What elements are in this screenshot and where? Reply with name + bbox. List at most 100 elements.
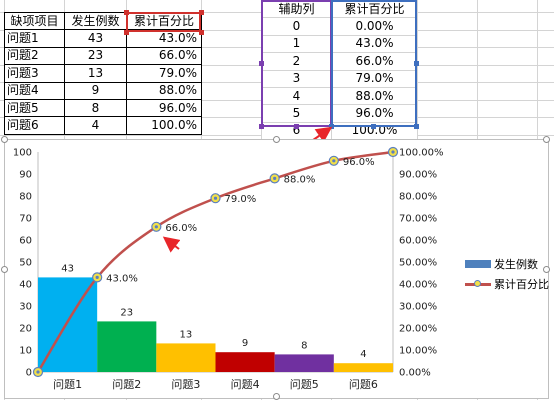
right-axis-ticks: 0.00% 10.00% 20.00% 30.00% 40.00% 50.00% 60.00… bbox=[399, 148, 444, 379]
cell-item[interactable]: 问题2 bbox=[4, 46, 65, 66]
selection-handle[interactable] bbox=[329, 124, 334, 129]
cell-cumulative[interactable]: 88.0% bbox=[331, 86, 418, 106]
legend-item-count[interactable]: 发生例数 bbox=[465, 254, 554, 274]
line-marker-center bbox=[154, 225, 158, 229]
right-axis-tick-label: 90.00% bbox=[399, 170, 437, 181]
line-value-label: 79.0% bbox=[225, 194, 257, 205]
cell-count[interactable]: 43 bbox=[64, 29, 127, 48]
line-value-label: 88.0% bbox=[284, 174, 316, 185]
chart-resize-handle[interactable] bbox=[543, 136, 550, 143]
cell-count[interactable]: 23 bbox=[64, 46, 127, 66]
cell-cumulative[interactable]: 0.00% bbox=[331, 17, 418, 36]
chart-resize-handle[interactable] bbox=[1, 136, 8, 143]
cell-aux[interactable]: 3 bbox=[261, 69, 332, 88]
cell-cumulative[interactable]: 66.0% bbox=[126, 46, 202, 66]
bar[interactable] bbox=[156, 343, 216, 372]
left-axis-ticks: 0 10 20 30 40 50 60 70 80 90 100 bbox=[13, 148, 32, 379]
cell-cumulative[interactable]: 100.0% bbox=[126, 116, 202, 135]
cell-cumulative[interactable]: 96.0% bbox=[331, 104, 418, 123]
cell-cumulative[interactable]: 79.0% bbox=[126, 64, 202, 83]
cell-aux[interactable]: 4 bbox=[261, 86, 332, 106]
selection-handle[interactable] bbox=[371, 124, 376, 129]
chart-legend[interactable]: 发生例数 累计百分比 bbox=[465, 254, 554, 294]
selection-handle[interactable] bbox=[199, 10, 204, 15]
table-row: 问题4 9 88.0% bbox=[4, 81, 202, 100]
right-axis-tick-label: 0.00% bbox=[399, 368, 431, 379]
cell-cumulative[interactable]: 43.0% bbox=[126, 29, 202, 48]
cell-count[interactable]: 9 bbox=[64, 81, 127, 100]
bar-value-label: 9 bbox=[242, 338, 248, 349]
right-axis-tick-label: 70.00% bbox=[399, 214, 437, 225]
selection-handle[interactable] bbox=[124, 30, 129, 35]
left-axis-tick-label: 0 bbox=[26, 368, 32, 379]
table-row: 问题3 13 79.0% bbox=[4, 64, 202, 83]
line-point bbox=[151, 221, 162, 232]
chart-resize-handle[interactable] bbox=[1, 266, 8, 273]
category-label: 问题5 bbox=[290, 378, 319, 391]
table-header-row: 缺项项目 发生例数 累计百分比 bbox=[4, 11, 202, 31]
bar-series[interactable] bbox=[38, 277, 393, 372]
data-table[interactable]: 缺项项目 发生例数 累计百分比 问题1 43 43.0% 问题2 23 66.0… bbox=[4, 11, 202, 135]
right-axis-tick-label: 80.00% bbox=[399, 192, 437, 203]
chart-resize-handle[interactable] bbox=[543, 266, 550, 273]
cell-aux[interactable]: 0 bbox=[261, 17, 332, 36]
line-point bbox=[210, 193, 221, 204]
selection-handle[interactable] bbox=[124, 10, 129, 15]
helper-table[interactable]: 辅助列 累计百分比 0 0.00% 1 43.0% 2 66.0% 3 79.0… bbox=[261, 0, 418, 141]
table-row: 1 43.0% bbox=[261, 34, 418, 54]
cell-item[interactable]: 问题1 bbox=[4, 29, 65, 48]
bar-value-label: 8 bbox=[301, 340, 307, 351]
cell-item[interactable]: 问题3 bbox=[4, 64, 65, 83]
selection-handle[interactable] bbox=[294, 124, 299, 129]
selection-handle[interactable] bbox=[259, 61, 264, 66]
bar-value-label: 23 bbox=[120, 307, 133, 318]
cell-aux[interactable]: 2 bbox=[261, 52, 332, 71]
header-cell-cumulative[interactable]: 累计百分比 bbox=[126, 11, 202, 31]
cell-aux[interactable]: 5 bbox=[261, 104, 332, 123]
combo-chart[interactable]: 0 10 20 30 40 50 60 70 80 90 100 0.00% 10.00% 20.00%… bbox=[1, 136, 550, 400]
cell-cumulative[interactable]: 79.0% bbox=[331, 69, 418, 88]
header-cell-count[interactable]: 发生例数 bbox=[64, 11, 127, 31]
selection-handle[interactable] bbox=[414, 124, 419, 129]
line-point bbox=[387, 146, 399, 158]
header-cell-cumulative[interactable]: 累计百分比 bbox=[331, 0, 418, 19]
right-axis-tick-label: 60.00% bbox=[399, 236, 437, 247]
category-label: 问题4 bbox=[231, 378, 260, 391]
line-marker-center bbox=[391, 150, 395, 154]
selection-handle[interactable] bbox=[414, 61, 419, 66]
cell-count[interactable]: 8 bbox=[64, 98, 127, 118]
cell-cumulative[interactable]: 96.0% bbox=[126, 98, 202, 118]
right-axis-tick-label: 10.00% bbox=[399, 346, 437, 357]
bar-value-label: 4 bbox=[360, 349, 366, 360]
left-axis-tick-label: 90 bbox=[19, 170, 32, 181]
cell-item[interactable]: 问题6 bbox=[4, 116, 65, 135]
selection-handle[interactable] bbox=[199, 30, 204, 35]
cell-count[interactable]: 13 bbox=[64, 64, 127, 83]
cell-count[interactable]: 4 bbox=[64, 116, 127, 135]
header-cell-aux[interactable]: 辅助列 bbox=[261, 0, 332, 19]
line-series[interactable] bbox=[32, 146, 399, 378]
cell-cumulative[interactable]: 43.0% bbox=[331, 34, 418, 54]
chart-plot[interactable]: 0 10 20 30 40 50 60 70 80 90 100 0.00% 10.00% 20.00%… bbox=[5, 140, 550, 400]
cell-cumulative[interactable]: 88.0% bbox=[126, 81, 202, 100]
cell-item[interactable]: 问题5 bbox=[4, 98, 65, 118]
cell-aux[interactable]: 1 bbox=[261, 34, 332, 54]
line-point bbox=[328, 155, 339, 166]
chart-resize-handle[interactable] bbox=[273, 136, 280, 143]
bar[interactable] bbox=[97, 321, 157, 372]
line-data-labels: 43.0% 66.0% 79.0% 88.0% 96.0% bbox=[106, 157, 374, 285]
annotation-arrow bbox=[162, 236, 181, 253]
chart-resize-handle[interactable] bbox=[273, 393, 280, 400]
bar[interactable] bbox=[215, 352, 275, 372]
table-row: 6 100.0% bbox=[261, 121, 418, 141]
legend-item-cumulative[interactable]: 累计百分比 bbox=[465, 274, 554, 294]
table-row: 2 66.0% bbox=[261, 52, 418, 71]
header-cell-item[interactable]: 缺项项目 bbox=[4, 11, 65, 31]
cell-cumulative[interactable]: 66.0% bbox=[331, 52, 418, 71]
bar[interactable] bbox=[274, 354, 334, 372]
bar-data-labels: 43 23 13 9 8 4 bbox=[61, 263, 366, 360]
selection-handle[interactable] bbox=[259, 124, 264, 129]
table-row: 5 96.0% bbox=[261, 104, 418, 123]
cell-item[interactable]: 问题4 bbox=[4, 81, 65, 100]
bar[interactable] bbox=[333, 363, 393, 372]
